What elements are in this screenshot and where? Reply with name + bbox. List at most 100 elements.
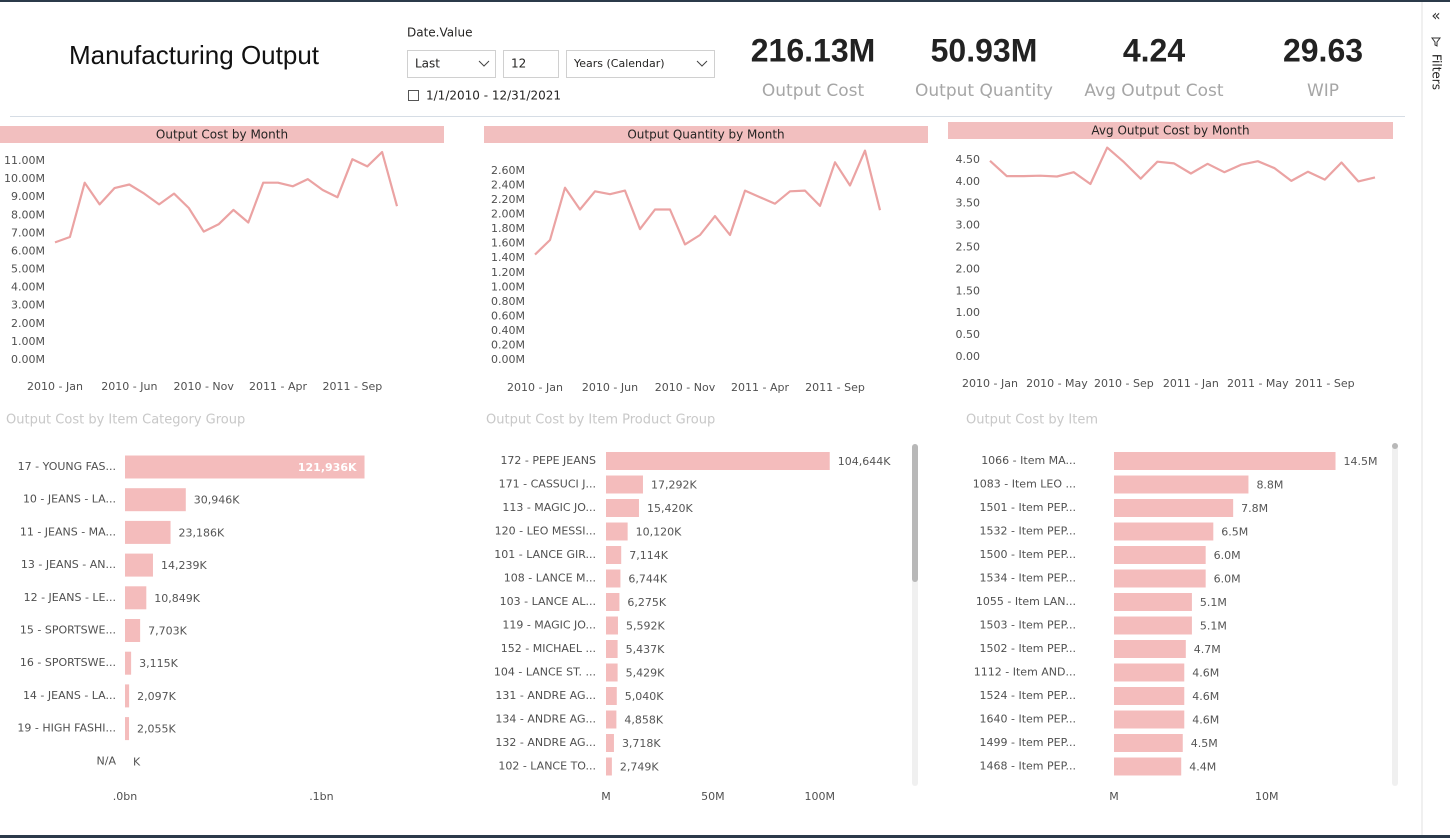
number-input[interactable] bbox=[503, 50, 559, 78]
bar bbox=[1114, 452, 1336, 470]
y-tick-label: 0.60M bbox=[491, 309, 525, 322]
y-tick-label: 2.40M bbox=[491, 179, 525, 192]
y-tick-label: 0.00 bbox=[956, 350, 981, 363]
collapse-icon[interactable]: « bbox=[1431, 7, 1440, 25]
y-tick-label: 6.00M bbox=[11, 244, 45, 257]
y-tick-label: 0.50 bbox=[956, 328, 981, 341]
filter-icon bbox=[1431, 37, 1441, 47]
y-tick-label: 1.00 bbox=[956, 306, 981, 319]
category-label: 1468 - Item PEP... bbox=[980, 760, 1077, 773]
value-label: 4.6M bbox=[1192, 667, 1219, 680]
category-label: 1640 - Item PEP... bbox=[980, 713, 1077, 726]
line bbox=[534, 149, 882, 256]
x-tick-label: 10M bbox=[1255, 790, 1279, 803]
bar bbox=[1114, 687, 1185, 705]
scrollbar-thumb[interactable] bbox=[1392, 443, 1398, 449]
category-label: 1502 - Item PEP... bbox=[980, 642, 1077, 655]
dropdown[interactable] bbox=[407, 50, 496, 78]
y-tick-label: 1.40M bbox=[491, 251, 525, 264]
y-tick-label: 2.50 bbox=[956, 241, 981, 254]
value-label: 3,115K bbox=[139, 657, 178, 670]
category-label: 1499 - Item PEP... bbox=[980, 736, 1077, 749]
category-label: 1055 - Item LAN... bbox=[976, 595, 1076, 608]
y-tick-label: 0.40M bbox=[491, 324, 525, 337]
bottom-border bbox=[0, 835, 1450, 838]
category-label: 11 - JEANS - MA... bbox=[20, 525, 116, 538]
x-tick-label: 2010 - May bbox=[1026, 377, 1088, 390]
category-label: 152 - MICHAEL ... bbox=[501, 642, 596, 655]
category-label: 12 - JEANS - LE... bbox=[24, 591, 116, 604]
category-label: 132 - ANDRE AG... bbox=[495, 736, 596, 749]
x-tick-label: 2010 - Nov bbox=[173, 380, 234, 393]
chevron bbox=[696, 60, 708, 67]
bar bbox=[1114, 710, 1185, 729]
bar bbox=[606, 757, 612, 776]
x-tick-label: 2010 - Jan bbox=[507, 381, 563, 394]
y-tick-label: 1.00M bbox=[491, 280, 525, 293]
category-label: 14 - JEANS - LA... bbox=[23, 689, 116, 702]
x-tick-label: 2011 - Sep bbox=[805, 381, 865, 394]
value-label: 4,858K bbox=[624, 714, 663, 727]
y-tick-label: 1.50 bbox=[956, 284, 981, 297]
category-label: 1500 - Item PEP... bbox=[980, 548, 1077, 561]
y-tick-label: 2.60M bbox=[491, 164, 525, 177]
x-tick-label: 2010 - Jun bbox=[101, 380, 157, 393]
bar bbox=[125, 455, 365, 479]
category-label: 131 - ANDRE AG... bbox=[495, 689, 596, 702]
bar bbox=[606, 616, 618, 635]
bar bbox=[125, 586, 147, 610]
kpi-label: Output Quantity bbox=[915, 81, 1053, 101]
value-label: 5,592K bbox=[626, 620, 665, 633]
y-tick-label: 10.00M bbox=[4, 172, 45, 185]
scrollbar-thumb[interactable] bbox=[912, 444, 918, 582]
bar bbox=[606, 663, 618, 682]
category-label: 1534 - Item PEP... bbox=[980, 572, 1077, 585]
x-tick-label: 2011 - Sep bbox=[1295, 377, 1355, 390]
bar bbox=[125, 520, 171, 544]
kpi-label: Output Cost bbox=[762, 81, 865, 101]
bar bbox=[606, 475, 643, 494]
value-label: 121,936K bbox=[298, 461, 357, 474]
line bbox=[54, 150, 399, 244]
kpi-value: 50.93M bbox=[931, 32, 1038, 68]
bar bbox=[606, 593, 620, 611]
chart-title: Output Cost by Item bbox=[966, 413, 1098, 428]
y-tick-label: 5.00M bbox=[11, 263, 45, 276]
category-label: 113 - MAGIC JO... bbox=[502, 501, 596, 514]
category-label: 1501 - Item PEP... bbox=[980, 501, 1077, 514]
kpi-value: 4.24 bbox=[1123, 32, 1185, 68]
bar bbox=[606, 546, 622, 564]
bar bbox=[1114, 616, 1192, 635]
y-tick-label: 7.00M bbox=[11, 226, 45, 239]
bar bbox=[125, 488, 186, 512]
value-label: 6.5M bbox=[1221, 526, 1248, 539]
y-tick-label: 1.60M bbox=[491, 237, 525, 250]
bar bbox=[606, 569, 621, 588]
value-label: 5.1M bbox=[1200, 620, 1227, 633]
category-label: 1524 - Item PEP... bbox=[980, 689, 1077, 702]
y-tick-label: 0.20M bbox=[491, 338, 525, 351]
x-tick-label: 100M bbox=[805, 790, 836, 803]
y-tick-label: 2.00 bbox=[956, 262, 981, 275]
bar bbox=[606, 687, 617, 705]
y-tick-label: 0.00M bbox=[491, 353, 525, 366]
x-tick-label: .1bn bbox=[309, 790, 333, 803]
category-label: 101 - LANCE GIR... bbox=[494, 548, 596, 561]
bar bbox=[125, 717, 130, 741]
bar bbox=[125, 619, 141, 642]
y-tick-label: 9.00M bbox=[11, 190, 45, 203]
category-label: 108 - LANCE M... bbox=[504, 572, 596, 585]
x-tick-label: 2010 - Sep bbox=[1094, 377, 1154, 390]
value-label: 2,749K bbox=[620, 761, 659, 774]
category-label: 102 - LANCE TO... bbox=[498, 760, 596, 773]
category-label: 13 - JEANS - AN... bbox=[21, 558, 116, 571]
y-tick-label: 1.00M bbox=[11, 335, 45, 348]
filters-pane-label[interactable]: Filters bbox=[1430, 54, 1444, 90]
calendar-icon bbox=[408, 90, 419, 101]
value-label: K bbox=[133, 755, 141, 768]
y-tick-label: 2.00M bbox=[491, 208, 525, 221]
kpi-label: Avg Output Cost bbox=[1084, 81, 1223, 101]
category-label: 1112 - Item AND... bbox=[974, 666, 1076, 679]
dropdown[interactable] bbox=[566, 50, 715, 78]
